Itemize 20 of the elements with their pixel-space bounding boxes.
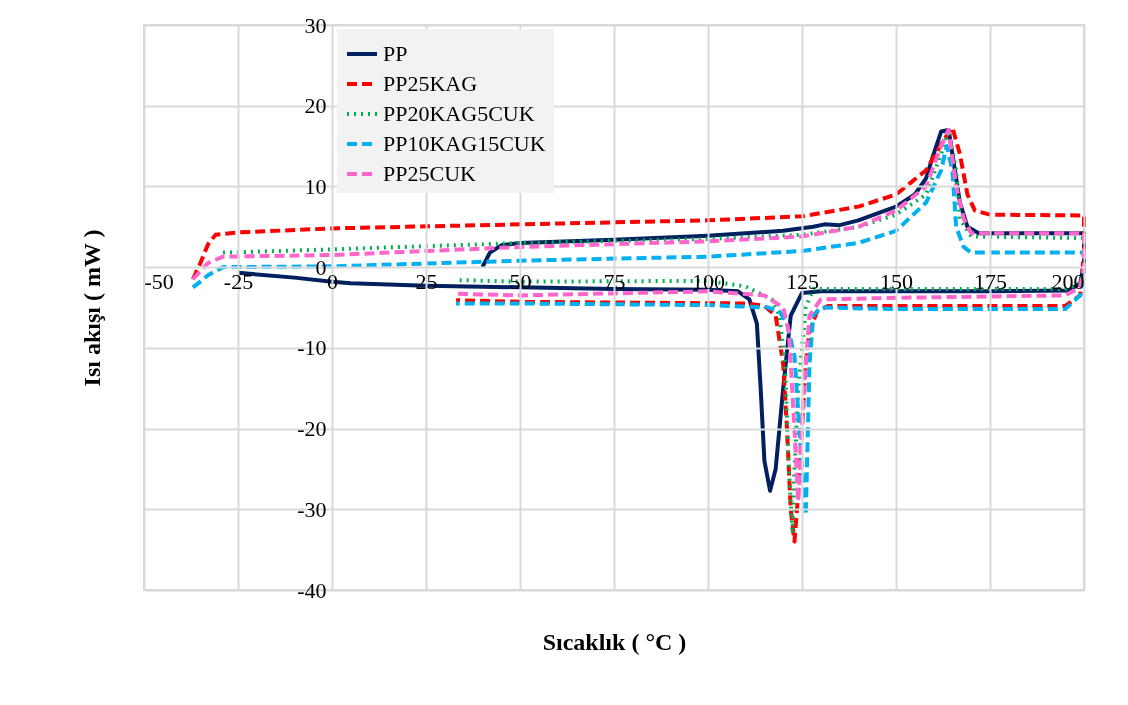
y-tick-label: -20: [297, 416, 327, 442]
legend-label: PP25CUK: [383, 161, 477, 186]
x-tick-label: 125: [786, 268, 819, 294]
x-tick-label: 150: [880, 268, 913, 294]
legend-label: PP25KAG: [383, 71, 478, 96]
x-tick-label: -25: [223, 268, 254, 294]
legend-label: PP20KAG5CUK: [383, 101, 535, 126]
x-tick-label: 100: [692, 268, 725, 294]
y-axis-title: Isı akışı ( mW ): [78, 229, 105, 387]
y-tick-label: -30: [297, 496, 327, 522]
y-tick-label: -40: [297, 577, 327, 603]
x-axis-title: Sıcaklık ( °C ): [542, 628, 687, 655]
x-tick-label: -50: [144, 268, 174, 294]
legend-label: PP10KAG15CUK: [383, 131, 546, 156]
y-tick-label: 10: [304, 173, 327, 199]
y-tick-label: -10: [297, 335, 327, 361]
legend-label: PP: [383, 41, 408, 66]
y-tick-label: 20: [304, 93, 327, 119]
x-tick-label: 175: [974, 268, 1007, 294]
y-tick-label: 30: [304, 12, 327, 38]
